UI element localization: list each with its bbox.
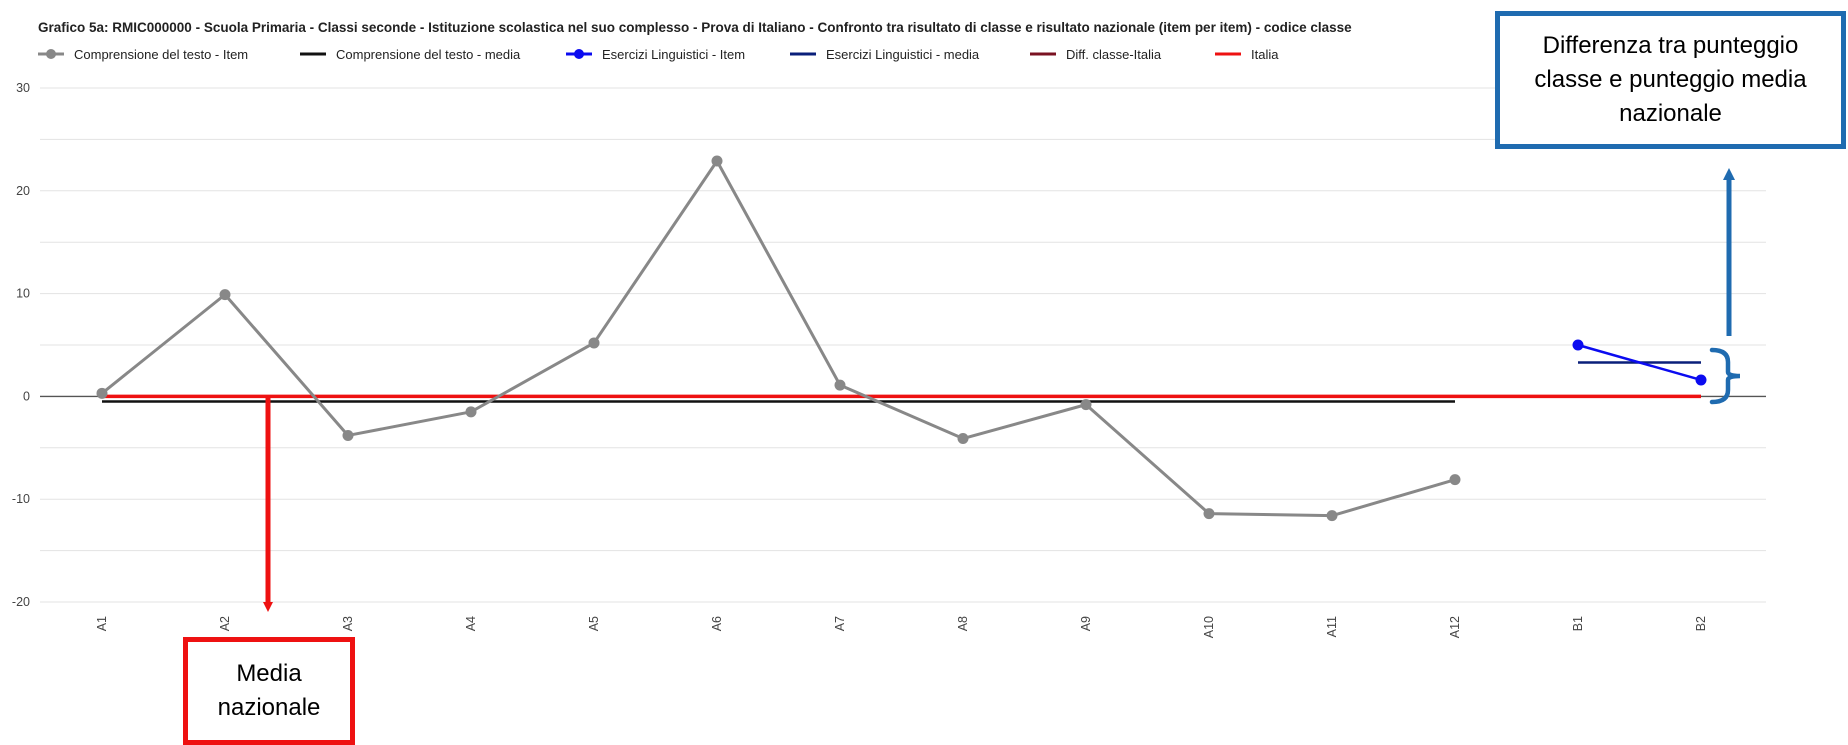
data-point-comprensione-del-testo-item bbox=[219, 289, 231, 301]
legend-label: Italia bbox=[1251, 47, 1279, 62]
y-tick-label: 0 bbox=[23, 389, 30, 403]
x-tick-label: A1 bbox=[95, 616, 109, 631]
x-tick-label: A4 bbox=[464, 616, 478, 631]
chart-title: Grafico 5a: RMIC000000 - Scuola Primaria… bbox=[38, 20, 1352, 35]
diff-annotation-box: Differenza tra punteggio classe e punteg… bbox=[1495, 11, 1846, 149]
data-point-comprensione-del-testo-item bbox=[1080, 399, 1092, 411]
media-annotation-box: Media nazionale bbox=[183, 637, 355, 745]
curly-brace bbox=[1709, 347, 1741, 405]
y-tick-label: 20 bbox=[16, 184, 30, 198]
legend: Comprensione del testo - Item Comprension… bbox=[38, 47, 1279, 62]
y-tick-label: 10 bbox=[16, 287, 30, 301]
legend-label: Comprensione del testo - Item bbox=[74, 47, 248, 62]
x-tick-label: A10 bbox=[1202, 616, 1216, 638]
x-axis-ticks: A1 A2 A3 A4 A5 A6 A7 A8 A9 A10 A11 A12 B1 B2 bbox=[95, 616, 1708, 638]
data-point-comprensione-del-testo-item bbox=[588, 337, 600, 349]
data-point-esercizi-linguistici-item bbox=[1695, 374, 1707, 386]
legend-label: Esercizi Linguistici - Item bbox=[602, 47, 745, 62]
y-tick-label: -20 bbox=[12, 595, 30, 609]
x-tick-label: B1 bbox=[1571, 616, 1585, 631]
data-point-comprensione-del-testo-item bbox=[711, 155, 723, 167]
data-point-comprensione-del-testo-item bbox=[1326, 510, 1338, 522]
legend-marker bbox=[574, 49, 584, 59]
grid bbox=[40, 87, 1766, 603]
data-point-comprensione-del-testo-item bbox=[465, 406, 477, 418]
diff-annotation-text: Differenza tra punteggio classe e punteg… bbox=[1534, 32, 1807, 127]
y-axis-ticks: 30 20 10 0 -10 -20 bbox=[12, 81, 30, 609]
y-tick-label: -10 bbox=[12, 492, 30, 506]
data-point-esercizi-linguistici-item bbox=[1572, 339, 1584, 351]
series-group bbox=[96, 155, 1707, 522]
x-tick-label: A5 bbox=[587, 616, 601, 631]
data-point-comprensione-del-testo-item bbox=[342, 429, 354, 441]
x-tick-label: A11 bbox=[1325, 616, 1339, 637]
media-annotation-text: Media nazionale bbox=[217, 660, 321, 721]
x-tick-label: A9 bbox=[1079, 616, 1093, 631]
data-point-comprensione-del-testo-item bbox=[834, 379, 846, 391]
series-line-comprensione-del-testo-item bbox=[101, 159, 1456, 518]
annotation-overlay bbox=[263, 168, 1741, 612]
x-tick-label: A7 bbox=[833, 616, 847, 631]
legend-label: Comprensione del testo - media bbox=[336, 47, 521, 62]
x-tick-label: A12 bbox=[1448, 616, 1462, 638]
legend-label: Esercizi Linguistici - media bbox=[826, 47, 980, 62]
data-point-comprensione-del-testo-item bbox=[96, 387, 108, 399]
x-tick-label: B2 bbox=[1694, 616, 1708, 631]
x-tick-label: A6 bbox=[710, 616, 724, 631]
y-tick-label: 30 bbox=[16, 81, 30, 95]
x-tick-label: A2 bbox=[218, 616, 232, 631]
legend-label: Diff. classe-Italia bbox=[1066, 47, 1162, 62]
x-tick-label: A8 bbox=[956, 616, 970, 631]
x-tick-label: A3 bbox=[341, 616, 355, 631]
legend-marker bbox=[46, 49, 56, 59]
series-line-esercizi-linguistici-item bbox=[1577, 343, 1702, 382]
data-point-comprensione-del-testo-item bbox=[1203, 508, 1215, 520]
data-point-comprensione-del-testo-item bbox=[957, 433, 969, 445]
data-point-comprensione-del-testo-item bbox=[1449, 474, 1461, 486]
